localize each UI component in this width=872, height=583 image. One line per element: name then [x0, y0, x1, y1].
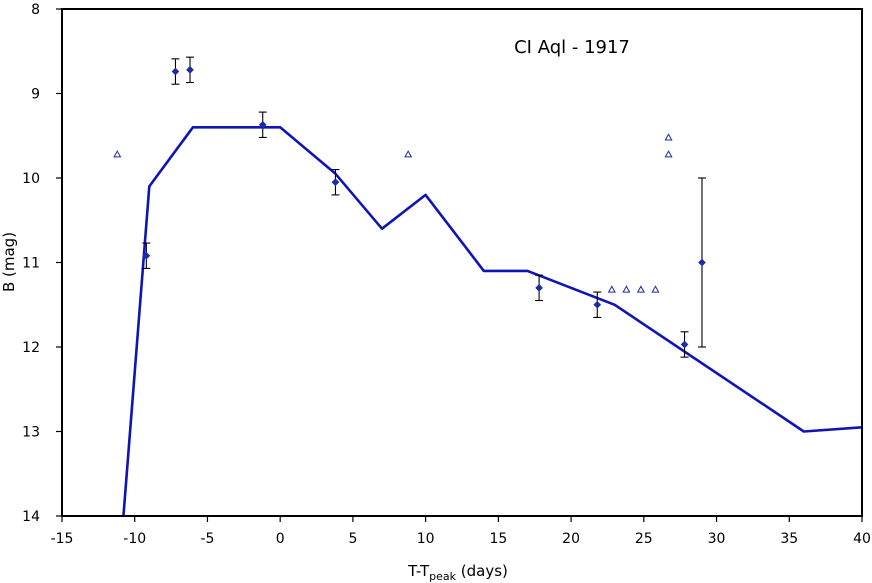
limit-triangle-2	[607, 285, 616, 293]
limit-triangle-0	[113, 150, 122, 158]
limit-triangle-1	[404, 150, 413, 158]
y-tick-label: 13	[22, 425, 40, 441]
y-axis-label: B (mag)	[0, 232, 18, 292]
x-axis-label-main: T-T	[407, 562, 430, 580]
chart-axes: -15 -10 -5 0 5 10 15 20 25 30 35 40 8 9 10 11 12 13 14	[22, 2, 871, 547]
observation-marker	[593, 300, 602, 309]
x-tick-label: 40	[853, 531, 871, 547]
observation-marker	[142, 251, 151, 260]
y-tick-label: 12	[22, 340, 40, 356]
y-tick-label: 11	[22, 256, 40, 272]
x-tick-label: 35	[780, 531, 798, 547]
observation-7	[680, 331, 689, 358]
observation-5	[535, 274, 544, 302]
limit-triangle-3	[622, 285, 631, 293]
x-tick-label: 0	[276, 531, 285, 547]
limit-triangle-7	[664, 150, 673, 158]
observation-marker	[698, 258, 706, 267]
template-line	[122, 126, 862, 516]
observation-3	[258, 111, 267, 138]
y-tick-label: 9	[31, 87, 40, 103]
observation-2	[186, 56, 194, 84]
x-tick-label: 5	[348, 531, 357, 547]
chart-title: CI Aql - 1917	[514, 37, 630, 58]
observation-marker	[535, 283, 544, 292]
y-tick-label: 14	[22, 509, 40, 525]
observation-marker	[331, 178, 340, 187]
x-tick-label: 30	[708, 531, 726, 547]
x-axis-label-subscript: peak	[429, 570, 456, 583]
x-tick-label: -10	[123, 531, 146, 547]
limit-triangle-5	[651, 285, 660, 293]
observation-marker	[186, 65, 194, 74]
y-tick-label: 10	[22, 171, 40, 187]
limit-triangle-6	[664, 133, 673, 141]
x-tick-label: -15	[51, 531, 74, 547]
observation-marker	[680, 340, 689, 349]
x-tick-label: 20	[562, 531, 580, 547]
observation-8	[698, 177, 706, 348]
x-tick-label: 25	[635, 531, 653, 547]
x-tick-label: 10	[417, 531, 435, 547]
x-axis-label: T-Tpeak (days)	[407, 562, 508, 583]
observation-marker	[258, 120, 267, 129]
observation-1	[171, 58, 180, 85]
observation-marker	[171, 67, 180, 76]
plot-clipped-group	[113, 56, 862, 516]
observation-4	[331, 169, 340, 196]
limit-triangle-4	[636, 285, 645, 293]
observation-6	[593, 291, 602, 318]
chart-marks	[113, 56, 862, 516]
y-tick-label: 8	[31, 2, 40, 18]
x-tick-label: -5	[200, 531, 214, 547]
x-axis-label-suffix: (days)	[456, 562, 508, 580]
x-tick-label: 15	[489, 531, 507, 547]
observation-0	[142, 242, 151, 269]
